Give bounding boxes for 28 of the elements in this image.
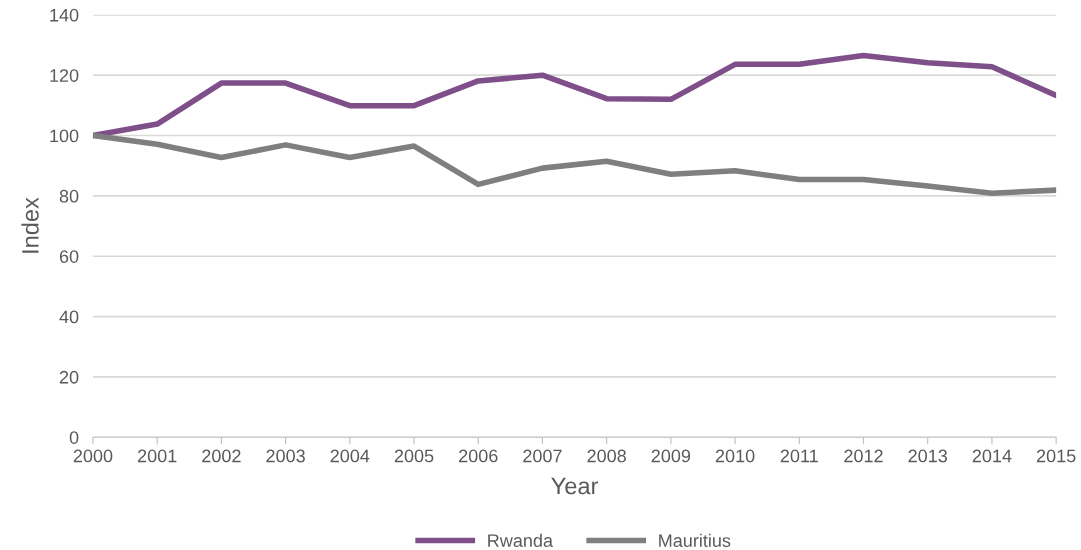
x-tick-label: 2001 — [138, 449, 177, 463]
legend-label: Mauritius — [659, 533, 731, 548]
x-tick-label: 2011 — [780, 449, 818, 463]
x-tick-label: 2010 — [715, 449, 755, 463]
y-tick-label: 40 — [59, 310, 79, 324]
x-tick-label: 2012 — [844, 449, 883, 463]
y-tick-label: 120 — [50, 69, 79, 82]
x-tick-label: 2015 — [1036, 449, 1076, 463]
y-tick-label: 20 — [59, 370, 79, 384]
y-tick-label: 80 — [59, 189, 79, 203]
x-tick-label: 2013 — [908, 449, 948, 463]
x-tick-label: 2000 — [73, 449, 113, 463]
x-tick-label: 2008 — [587, 449, 626, 463]
x-tick-label: 2007 — [523, 449, 562, 463]
y-tick-label: 140 — [50, 8, 79, 22]
x-tick-label: 2006 — [459, 449, 498, 463]
x-tick-label: 2004 — [330, 449, 370, 463]
y-tick-label: 100 — [50, 129, 79, 143]
y-tick-label: 60 — [59, 250, 79, 263]
x-tick-label: 2005 — [394, 449, 434, 463]
x-tick-label: 2002 — [202, 449, 241, 463]
x-axis-title: Year — [551, 477, 599, 495]
y-tick-label: 0 — [69, 431, 79, 444]
x-tick-label: 2009 — [651, 449, 691, 463]
x-tick-label: 2003 — [266, 449, 305, 463]
x-tick-label: 2014 — [972, 449, 1012, 463]
legend-label: Rwanda — [488, 533, 553, 548]
y-axis-title: Index — [21, 197, 39, 253]
